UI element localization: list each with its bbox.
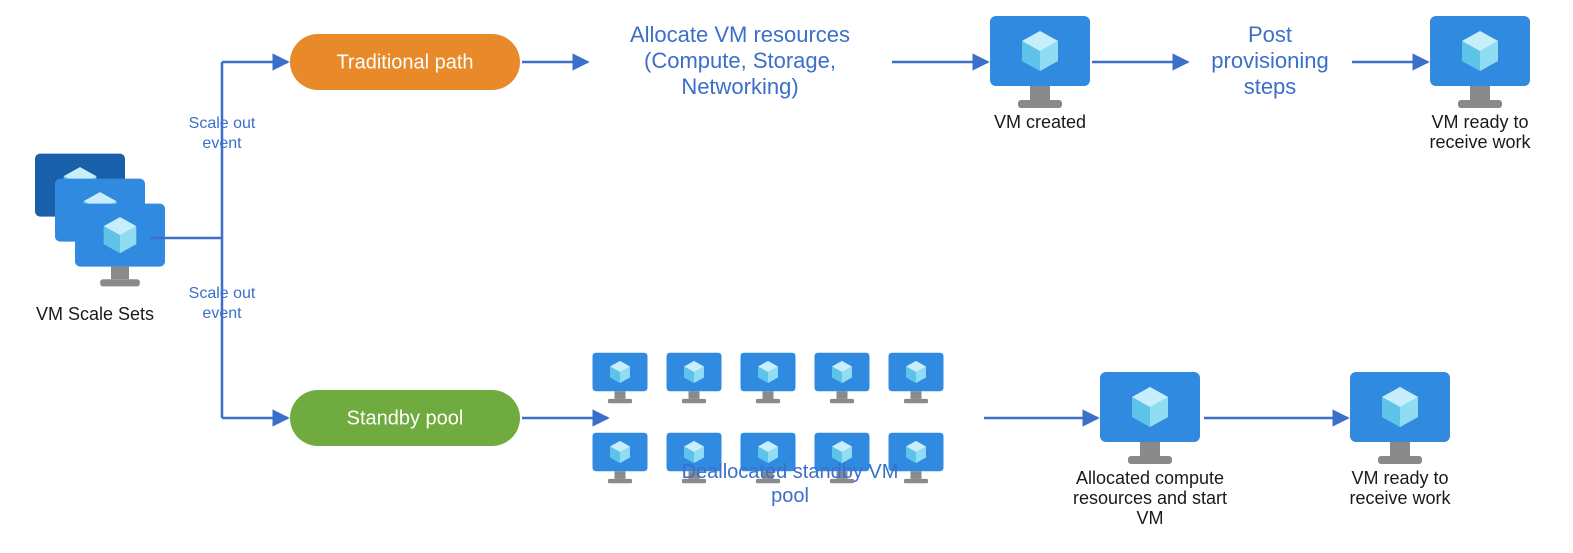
svg-text:receive work: receive work [1429, 132, 1531, 152]
svg-text:pool: pool [771, 485, 809, 507]
vm-step-icon [990, 16, 1090, 108]
svg-text:steps: steps [1244, 74, 1297, 99]
vm-caption: Allocated compute [1076, 468, 1224, 488]
scale-set-vm-2 [75, 204, 165, 287]
svg-text:resources and start: resources and start [1073, 488, 1227, 508]
vm-caption: VM ready to [1431, 112, 1528, 132]
vm-caption: VM ready to [1351, 468, 1448, 488]
pool-caption: Deallocated standby VM [682, 461, 899, 483]
pool-vm-icon [593, 353, 648, 404]
svg-text:provisioning: provisioning [1211, 48, 1328, 73]
svg-text:Traditional path: Traditional path [336, 51, 473, 73]
svg-text:(Compute, Storage,: (Compute, Storage, [644, 48, 836, 73]
flowchart: VM Scale Sets Scale out event Scale out even… [0, 0, 1573, 553]
step-text: Post [1248, 22, 1292, 47]
vm-scale-sets-label: VM Scale Sets [36, 304, 154, 324]
pool-vm-icon [667, 353, 722, 404]
pool-vm-icon [593, 433, 648, 484]
vm-step-icon [1430, 16, 1530, 108]
svg-text:Standby pool: Standby pool [347, 407, 464, 429]
step-text: Allocate VM resources [630, 22, 850, 47]
svg-text:VM: VM [1137, 508, 1164, 528]
pool-vm-icon [889, 353, 944, 404]
pool-vm-icon [741, 353, 796, 404]
pool-vm-icon [815, 353, 870, 404]
svg-text:event: event [202, 305, 242, 322]
scale-out-label-bottom: Scale out [189, 285, 256, 302]
scale-out-label-top: Scale out [189, 115, 256, 132]
vm-step-icon [1350, 372, 1450, 464]
vm-caption: VM created [994, 112, 1086, 132]
svg-text:receive work: receive work [1349, 488, 1451, 508]
svg-text:Networking): Networking) [681, 74, 798, 99]
svg-text:event: event [202, 135, 242, 152]
vm-step-icon [1100, 372, 1200, 464]
